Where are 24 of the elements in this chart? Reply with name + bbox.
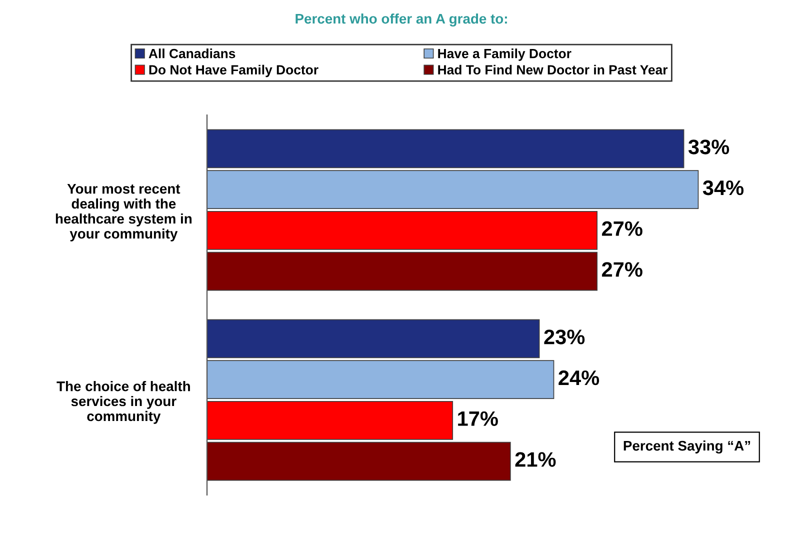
bar [207,360,554,399]
data-label: 17% [458,411,498,426]
bar [207,319,540,358]
legend-label: Have a Family Doctor [438,48,572,61]
bar [207,252,598,291]
data-label: 33% [688,140,730,154]
data-label: 34% [702,180,744,196]
y-tick-label: Your most recent dealing with the healthcare system in your community [56,184,192,242]
data-label: 27% [602,262,642,277]
legend-label: Had To Find New Doctor in Past Year [438,64,668,75]
legend-label: All Canadians [148,48,236,58]
legend-label: Do Not Have Family Doctor [149,64,318,78]
bar [207,401,454,440]
chart-title: Percent who offer an A grade to: [296,13,507,27]
data-label: 21% [515,452,556,467]
data-label: 27% [602,221,642,236]
bar [207,211,598,250]
data-label: 24% [558,370,600,386]
bar [207,129,684,168]
data-label: 23% [544,330,585,344]
annotation: Percent Saying “A” [624,440,750,454]
bar [207,170,699,209]
y-tick-label: The choice of health services in your community [56,381,190,424]
bar [207,442,511,481]
